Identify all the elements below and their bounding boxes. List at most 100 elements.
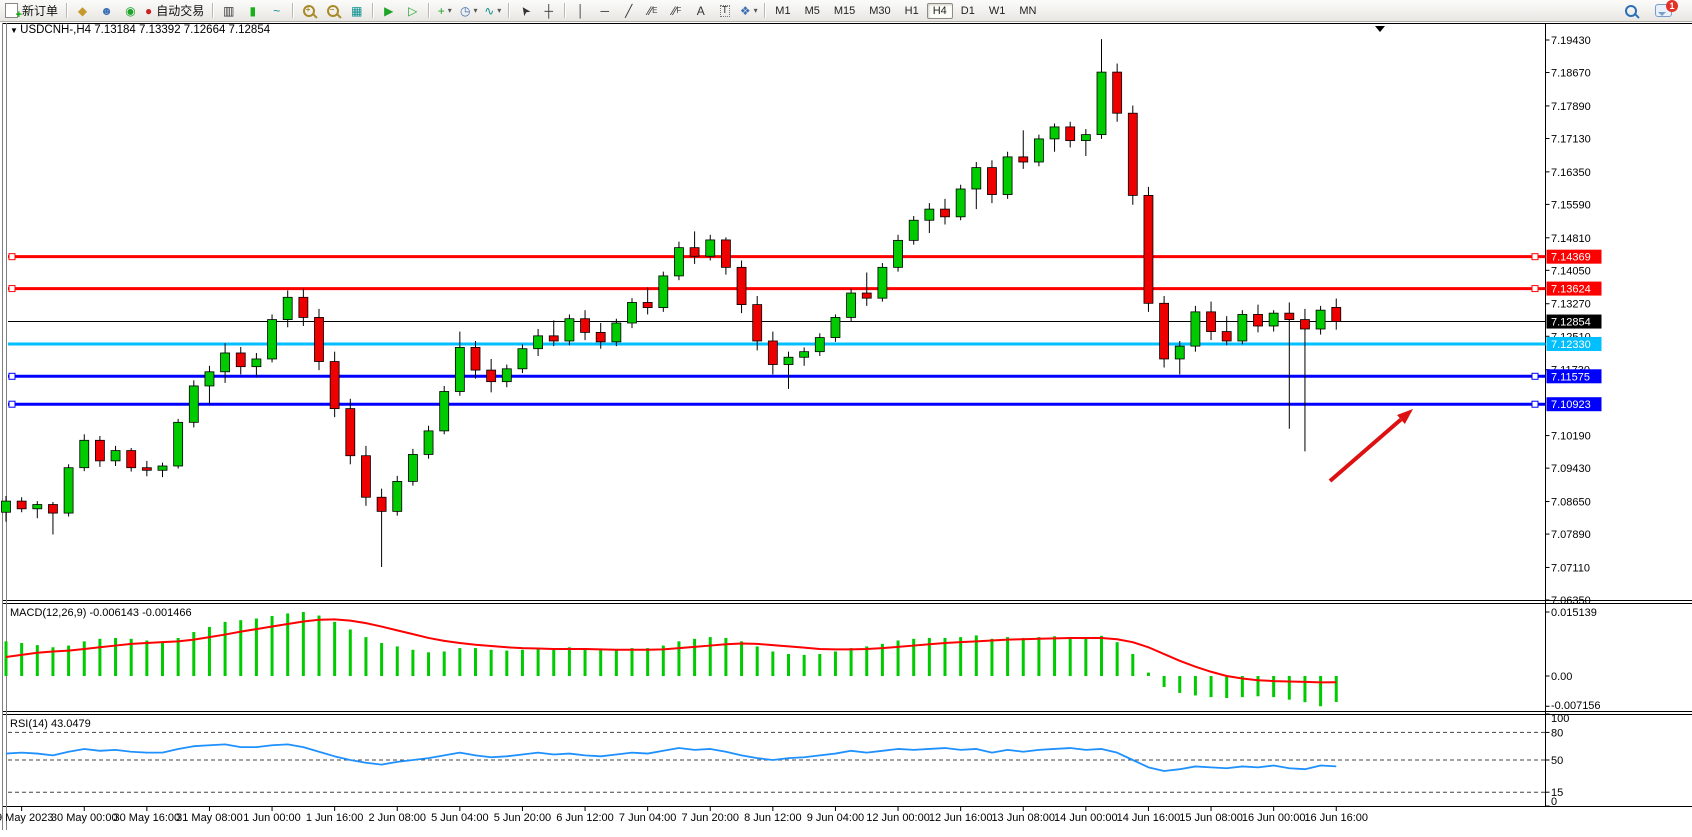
timeframe-group: M1 M5 M15 M30 H1 H4 D1 W1 MN [769, 2, 1042, 19]
chart-title: ▼ USDCNH-,H4 7.13184 7.13392 7.12664 7.1… [10, 24, 271, 36]
search-button[interactable] [1619, 2, 1642, 20]
svg-text:13 Jun 08:00: 13 Jun 08:00 [991, 812, 1055, 824]
svg-text:7.09430: 7.09430 [1551, 463, 1591, 475]
timeframe-h4[interactable]: H4 [926, 2, 953, 19]
horizontal-line-7.14369[interactable]: 7.14369 [8, 249, 1602, 264]
svg-text:-0.007156: -0.007156 [1551, 700, 1601, 712]
chart-shift-marker-icon[interactable] [1375, 26, 1385, 32]
equidistant-channel-button[interactable]: ⁄⁄ E [648, 3, 658, 18]
horizontal-line-7.12854[interactable]: 7.12854 [8, 314, 1602, 329]
megaphone-button[interactable]: ◆ [71, 2, 94, 20]
horizontal-line-7.13624[interactable]: 7.13624 [8, 281, 1602, 296]
svg-text:7.14810: 7.14810 [1551, 233, 1591, 245]
svg-text:30 May 16:00: 30 May 16:00 [114, 812, 181, 824]
trendline-button[interactable]: ╱ [617, 2, 640, 20]
svg-text:80: 80 [1551, 727, 1563, 739]
arrows-icon: ❖ [739, 3, 751, 18]
community-button[interactable]: ☻ [95, 2, 118, 20]
auto-scroll-icon: ▶ [384, 3, 394, 18]
svg-text:7.12330: 7.12330 [1551, 339, 1591, 351]
toolbar-separator [564, 3, 566, 18]
fibonacci-button[interactable]: ⁄⁄ F [672, 3, 682, 18]
svg-text:7.15590: 7.15590 [1551, 199, 1591, 211]
svg-text:14 Jun 16:00: 14 Jun 16:00 [1117, 812, 1181, 824]
trendline-icon: ╱ [625, 3, 633, 18]
notifications-button[interactable]: 1 [1652, 0, 1678, 20]
timeframe-m5[interactable]: M5 [804, 4, 820, 17]
search-icon [1624, 4, 1637, 17]
new-chart-icon: + [437, 3, 445, 18]
pane-frames [2, 23, 1692, 830]
signals-button[interactable]: ◉ [119, 2, 142, 20]
bar-chart-button[interactable]: ▥ [217, 2, 240, 20]
svg-text:50: 50 [1551, 755, 1563, 767]
tile-windows-button[interactable]: ▦ [345, 2, 368, 20]
dropdown-arrow-icon: ▾ [473, 5, 478, 15]
clock-icon: ◷ [460, 3, 471, 18]
timeframe-m1[interactable]: M1 [775, 4, 791, 17]
svg-text:31 May 08:00: 31 May 08:00 [176, 812, 243, 824]
vertical-line-button[interactable]: │ [569, 2, 592, 20]
new-chart-button[interactable]: + ▾ [433, 2, 456, 20]
svg-text:7.10923: 7.10923 [1551, 399, 1591, 411]
line-chart-button[interactable]: ~ [265, 2, 288, 20]
svg-text:7 Jun 04:00: 7 Jun 04:00 [619, 812, 677, 824]
horizontal-line-7.12330[interactable]: 7.12330 [8, 336, 1602, 351]
svg-text:7.08650: 7.08650 [1551, 497, 1591, 509]
zoom-out-button[interactable]: − [321, 2, 344, 20]
svg-text:1 Jun 00:00: 1 Jun 00:00 [243, 812, 301, 824]
horizontal-line-button[interactable]: ─ [593, 2, 616, 20]
signals-icon: ◉ [125, 3, 136, 18]
timeframe-h1[interactable]: H1 [904, 4, 919, 17]
new-order-button[interactable]: + 新订单 [3, 2, 62, 21]
toolbar-separator [764, 3, 766, 18]
indicators-icon: ∿ [484, 3, 495, 18]
autotrade-button[interactable]: ● 自动交易 [143, 2, 208, 20]
timeframe-d1[interactable]: D1 [960, 4, 975, 17]
timeframe-mn[interactable]: MN [1019, 4, 1037, 17]
svg-text:▼ USDCNH-,H4 7.13184 7.13392: ▼ USDCNH-,H4 7.13184 7.13392 7.12664 7.1… [10, 24, 271, 36]
text-button[interactable]: A [689, 2, 712, 20]
candlestick-chart-button[interactable]: ▮ [241, 2, 264, 20]
horizontal-line-7.11575[interactable]: 7.11575 [8, 369, 1602, 384]
auto-scroll-button[interactable]: ▶ [377, 2, 400, 20]
svg-text:15: 15 [1551, 787, 1563, 799]
toolbar-separator [212, 3, 214, 18]
svg-text:0: 0 [1551, 796, 1557, 808]
vertical-line-icon: │ [577, 3, 585, 18]
horizontal-lines: 7.14369 7.13624 7.12854 7.12330 7.11575 7.109… [8, 249, 1602, 412]
horizontal-line-icon: ─ [600, 3, 610, 18]
period-button[interactable]: ◷ ▾ [457, 2, 480, 20]
text-label-button[interactable]: T [713, 2, 736, 20]
cursor-button[interactable]: ➤ [513, 2, 536, 20]
notification-badge: 1 [1666, 0, 1678, 12]
crosshair-button[interactable]: ┼ [537, 2, 560, 20]
indicators-button[interactable]: ∿ ▾ [481, 2, 504, 20]
svg-text:16 Jun 00:00: 16 Jun 00:00 [1242, 812, 1306, 824]
chart-shift-button[interactable]: ▷ [401, 2, 424, 20]
line-chart-icon: ~ [273, 3, 281, 18]
dropdown-arrow-icon: ▾ [447, 5, 452, 15]
svg-text:5 Jun 04:00: 5 Jun 04:00 [431, 812, 489, 824]
dropdown-arrow-icon: ▾ [497, 5, 502, 15]
equidistant-channel-icon: ⁄⁄ [648, 3, 653, 18]
candlestick-chart-icon: ▮ [249, 3, 257, 18]
svg-text:7.11575: 7.11575 [1551, 371, 1590, 383]
svg-text:12 Jun 00:00: 12 Jun 00:00 [866, 812, 930, 824]
trend-arrow-annotation[interactable] [1328, 409, 1413, 483]
crosshair-icon: ┼ [544, 3, 554, 18]
timeframe-w1[interactable]: W1 [988, 4, 1006, 17]
horizontal-line-7.10923[interactable]: 7.10923 [8, 397, 1602, 412]
autotrade-label: 自动交易 [156, 3, 205, 18]
zoom-in-button[interactable]: + [297, 2, 320, 20]
svg-text:12 Jun 16:00: 12 Jun 16:00 [929, 812, 993, 824]
timeframe-m30[interactable]: M30 [869, 4, 891, 17]
main-toolbar: + 新订单 ◆ ☻ ◉ ● 自动交易 ▥ ▮ ~ + − ▦ ▶ ▷ + ▾ ◷ ▾… [0, 0, 1692, 22]
macd-label: MACD(12,26,9) -0.006143 -0.001466 [10, 607, 192, 619]
svg-text:15 Jun 08:00: 15 Jun 08:00 [1179, 812, 1243, 824]
timeframe-m15[interactable]: M15 [833, 4, 856, 17]
arrows-button[interactable]: ❖ ▾ [737, 2, 760, 20]
svg-text:7.07110: 7.07110 [1551, 562, 1590, 574]
macd-indicator: 0.015139 0.00 -0.007156 MACD(12,26,9) -0.00… [4, 607, 1601, 712]
